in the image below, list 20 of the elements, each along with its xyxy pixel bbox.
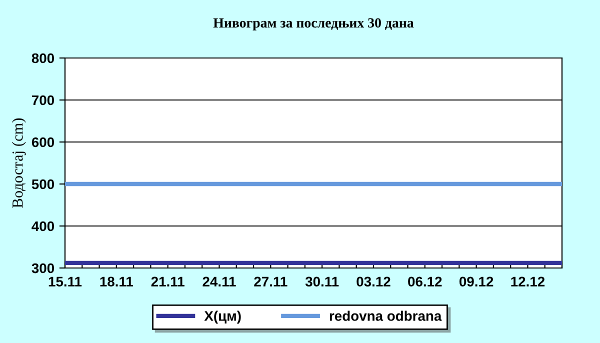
x-tick-label: 18.11: [100, 276, 134, 287]
x-tick-label: 27.11: [254, 276, 288, 286]
y-tick-label: 700: [32, 95, 54, 106]
x-tick-label: 15.11: [48, 276, 82, 287]
y-axis-title: Водостај (cm): [12, 118, 26, 208]
x-tick-label: 24.11: [202, 276, 236, 286]
y-tick-label: 400: [32, 221, 54, 232]
x-tick-label: 03.12: [356, 276, 390, 287]
x-tick-label: 09.12: [459, 276, 494, 287]
y-tick-label: 600: [32, 137, 54, 148]
y-tick-label: 300: [32, 263, 54, 274]
legend-label: X(цм): [204, 310, 241, 324]
y-tick-label: 800: [32, 53, 54, 64]
x-tick-label: 30.11: [305, 276, 339, 287]
x-tick-label: 06.12: [408, 276, 442, 287]
x-tick-label: 21.11: [151, 276, 184, 286]
chart-title: Нивограм за последњих 30 дана: [213, 18, 414, 30]
legend-label: redovna odbrana: [330, 310, 442, 321]
y-tick-label: 500: [32, 179, 54, 190]
x-tick-label: 12.12: [511, 276, 545, 286]
